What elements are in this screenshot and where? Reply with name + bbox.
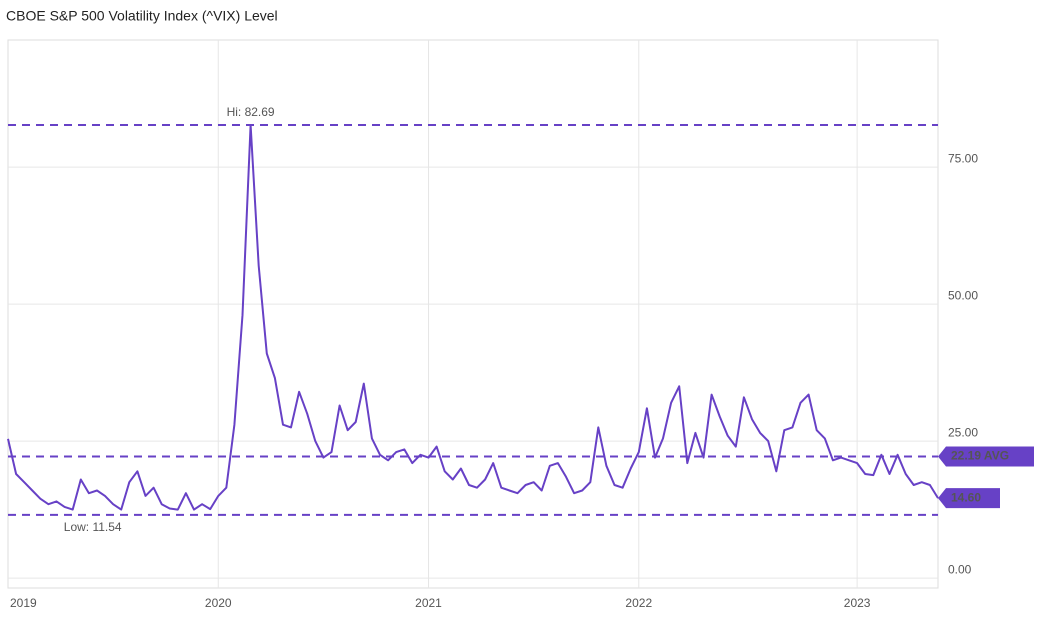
last-value-label: 14.60 <box>951 490 981 504</box>
data-line <box>7 124 939 511</box>
plot-frame <box>7 39 939 589</box>
x-tick-label: 2020 <box>205 596 232 610</box>
y-tick-label: 0.00 <box>948 562 972 576</box>
x-tick-label: 2023 <box>844 596 871 610</box>
x-tick-label: 2021 <box>415 596 442 610</box>
high-label: Hi: 82.69 <box>227 105 275 119</box>
x-tick-label: 2022 <box>625 596 652 610</box>
x-tick-label: 2019 <box>10 596 37 610</box>
y-tick-label: 50.00 <box>948 288 978 302</box>
y-tick-label: 75.00 <box>948 151 978 165</box>
low-label: Low: 11.54 <box>64 520 122 534</box>
y-tick-label: 25.00 <box>948 425 978 439</box>
last-value-badge <box>938 488 1000 509</box>
chart-title: CBOE S&P 500 Volatility Index (^VIX) Lev… <box>6 8 278 24</box>
avg-badge <box>938 446 1034 467</box>
avg-badge-label: 22.19 AVG <box>951 449 1009 463</box>
